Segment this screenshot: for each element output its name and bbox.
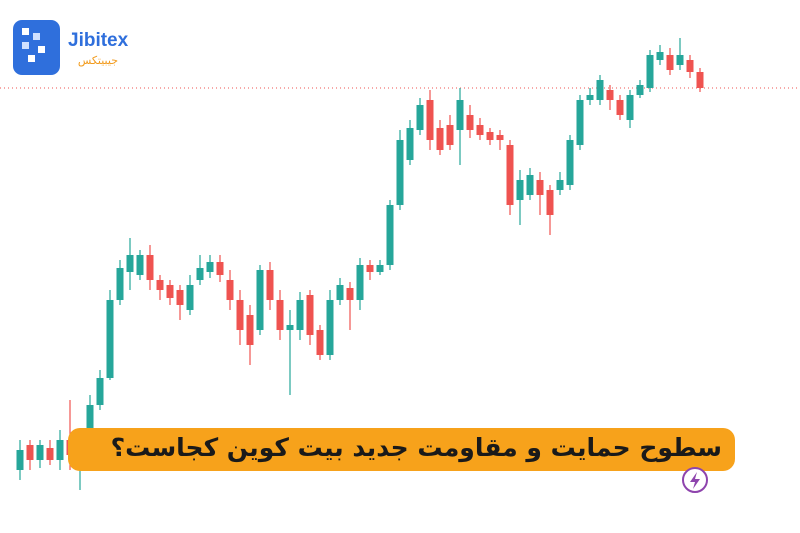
candle-body — [56, 440, 64, 460]
candle-body — [586, 95, 594, 100]
candle-body — [576, 100, 584, 145]
candle-body — [466, 115, 474, 130]
logo-pixel — [38, 46, 45, 53]
candle-body — [116, 268, 124, 300]
candle-body — [376, 265, 384, 272]
candle-body — [166, 285, 174, 298]
logo-pixel — [22, 28, 29, 35]
candle-body — [506, 145, 514, 205]
candle-body — [476, 125, 484, 135]
candle-body — [236, 300, 244, 330]
logo-pixel — [22, 42, 29, 49]
candles — [0, 38, 800, 490]
chart-title: سطوح حمایت و مقاومت جدید بیت کوین کجاست؟ — [111, 433, 722, 463]
candle-body — [416, 105, 424, 130]
candle-body — [136, 255, 144, 275]
candle-body — [226, 280, 234, 300]
candle-body — [176, 290, 184, 305]
candle-body — [156, 280, 164, 290]
candle-body — [546, 190, 554, 215]
candle-body — [456, 100, 464, 130]
logo-icon — [13, 20, 60, 75]
candle-body — [36, 445, 44, 460]
candle-body — [196, 268, 204, 280]
logo-pixel — [28, 55, 35, 62]
candle-body — [556, 180, 564, 190]
candle-body — [316, 330, 324, 355]
candle-body — [516, 180, 524, 200]
candle-body — [666, 55, 674, 70]
candle-body — [186, 285, 194, 310]
candle-body — [126, 255, 134, 272]
candle-body — [676, 55, 684, 65]
candle-body — [16, 450, 24, 470]
candle-body — [336, 285, 344, 300]
candle-body — [306, 295, 314, 335]
candle-body — [446, 125, 454, 145]
lightning-badge — [682, 467, 708, 493]
candle-body — [216, 262, 224, 275]
candle-body — [686, 60, 694, 72]
candle-body — [626, 95, 634, 120]
candle-body — [286, 325, 294, 330]
candle-body — [616, 100, 624, 115]
logo-name-fa: جیبیتکس — [78, 54, 118, 67]
candle-body — [606, 90, 614, 100]
logo-pixel — [33, 33, 40, 40]
candle-body — [276, 300, 284, 330]
candle-body — [206, 262, 214, 272]
candle-body — [326, 300, 334, 355]
logo-name: Jibitex — [68, 30, 129, 51]
candle-body — [406, 128, 414, 160]
candle-body — [656, 52, 664, 60]
candle-body — [266, 270, 274, 300]
candle-body — [386, 205, 394, 265]
candle-body — [146, 255, 154, 280]
badge-bolt — [690, 472, 700, 489]
candle-body — [346, 288, 354, 300]
candle-body — [356, 265, 364, 300]
candle-body — [106, 300, 114, 378]
candle-body — [486, 132, 494, 140]
candle-body — [246, 315, 254, 345]
title-banner: سطوح حمایت و مقاومت جدید بیت کوین کجاست؟ — [68, 428, 735, 471]
logo: Jibitex جیبیتکس — [13, 20, 129, 75]
banner-background — [68, 428, 735, 471]
candle-body — [366, 265, 374, 272]
candle-body — [436, 128, 444, 150]
candle-body — [86, 405, 94, 440]
candle-body — [596, 80, 604, 100]
candle-body — [636, 85, 644, 95]
candle-body — [536, 180, 544, 195]
candle-body — [426, 100, 434, 140]
candle-body — [566, 140, 574, 185]
candle-body — [646, 55, 654, 88]
candle-body — [526, 175, 534, 195]
candle-body — [296, 300, 304, 330]
candle-body — [496, 135, 504, 140]
candle-body — [696, 72, 704, 88]
candle-body — [46, 448, 54, 460]
candle-body — [96, 378, 104, 405]
candle-body — [256, 270, 264, 330]
candle-body — [26, 445, 34, 460]
candle-body — [396, 140, 404, 205]
